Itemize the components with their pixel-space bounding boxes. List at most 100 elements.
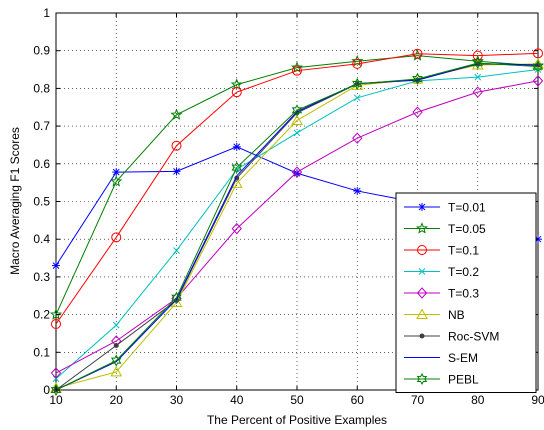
data-point [532, 60, 544, 73]
legend-marker [416, 308, 428, 319]
x-tick-label: 40 [230, 393, 244, 407]
legend-item: T=0.05 [404, 222, 486, 236]
data-point [112, 168, 121, 177]
axis-ticks: 0 0.1 0.2 0.3 0.4 0.5 0.6 0.7 0.8 0.9 1 10 20 30 40 50 6… [33, 6, 544, 407]
legend-marker [418, 268, 426, 275]
series-line [55, 62, 539, 391]
data-point [291, 104, 303, 117]
data-point [412, 48, 423, 59]
legend-label: Roc-SVM [448, 330, 499, 344]
y-tick-label: 0 [43, 383, 50, 397]
data-point [50, 383, 62, 397]
legend-item: NB [404, 308, 465, 322]
data-point [172, 167, 181, 176]
legend-item: Roc-SVM [404, 330, 499, 344]
marker-stroke [233, 143, 241, 151]
data-point [231, 161, 242, 174]
series-s-em [55, 63, 539, 391]
data-point [412, 72, 423, 86]
data-point [231, 222, 242, 235]
y-axis-label: Macro Averaging F1 Scores [8, 127, 22, 275]
legend-item: T=0.3 [404, 287, 479, 301]
legend-label: T=0.2 [448, 265, 479, 279]
data-point [230, 78, 243, 90]
legend-marker [415, 222, 429, 234]
y-tick-label: 0.4 [33, 232, 50, 246]
y-tick-label: 0.7 [33, 119, 50, 133]
y-tick-label: 0.2 [33, 308, 50, 322]
legend-label: T=0.1 [448, 244, 479, 258]
legend-marker [418, 203, 426, 211]
x-tick-label: 60 [351, 393, 365, 407]
data-point [110, 175, 123, 187]
legend-marker [416, 372, 428, 386]
data-point [170, 108, 183, 120]
data-point [291, 166, 303, 178]
x-tick-label: 10 [49, 393, 63, 407]
y-tick-label: 0.3 [33, 270, 50, 284]
legend-item: T=0.2 [404, 265, 479, 279]
data-point [232, 142, 241, 151]
y-tick-label: 0.5 [33, 195, 50, 209]
data-point [352, 132, 363, 144]
y-tick-label: 0.8 [33, 81, 50, 95]
data-point [352, 77, 363, 90]
data-point [173, 247, 180, 254]
series-line [55, 63, 539, 391]
data-point [292, 65, 302, 76]
data-point [111, 354, 122, 367]
marker-stroke [418, 268, 426, 275]
y-tick-label: 0.6 [33, 157, 50, 171]
series-line [55, 52, 539, 325]
y-tick-label: 0.9 [33, 44, 50, 58]
data-point [352, 58, 363, 69]
data-point [472, 57, 483, 70]
x-tick-label: 20 [110, 393, 124, 407]
data-point [533, 48, 543, 59]
data-point [532, 75, 544, 87]
series-pebl [50, 57, 544, 397]
data-point [110, 365, 123, 377]
series-line [55, 80, 539, 374]
marker-stroke [474, 73, 482, 81]
marker-stroke [173, 167, 180, 175]
data-point [171, 140, 182, 151]
legend-item: PEBL [404, 373, 479, 387]
x-tick-label: 90 [531, 393, 544, 407]
legend-marker [416, 287, 428, 299]
legend-label: S-EM [448, 351, 478, 365]
data-point [412, 106, 423, 118]
data-point [49, 308, 63, 320]
data-point [50, 367, 62, 379]
data-point [51, 319, 61, 330]
x-tick-label: 70 [411, 393, 425, 407]
x-tick-label: 30 [170, 393, 184, 407]
data-point [353, 186, 362, 195]
marker-stroke [353, 94, 361, 102]
legend-marker [419, 333, 425, 339]
legend-item: S-EM [404, 351, 478, 365]
x-axis-label: The Percent of Positive Examples [207, 413, 387, 427]
marker-stroke [353, 187, 361, 195]
data-point [111, 232, 122, 243]
data-point [353, 94, 361, 102]
legend-item: T=0.1 [404, 244, 479, 258]
legend-label: T=0.05 [448, 222, 486, 236]
data-point [52, 261, 60, 270]
legend-label: PEBL [448, 373, 479, 387]
legend-marker [417, 245, 427, 255]
y-tick-label: 0.1 [33, 345, 50, 359]
y-tick-label: 1 [43, 6, 50, 20]
data-point [474, 73, 482, 81]
legend-item: T=0.01 [404, 201, 486, 215]
legend: T=0.01 T=0.05 T=0.1 T=0.2 T=0.3 NB Roc-SVM S-EM… [395, 192, 537, 393]
x-tick-label: 50 [290, 393, 304, 407]
data-point [290, 61, 304, 73]
legend-label: T=0.3 [448, 287, 479, 301]
data-point [291, 114, 303, 125]
marker-stroke [52, 262, 60, 269]
marker-stroke [112, 168, 120, 176]
data-point [112, 321, 120, 329]
marker-stroke [418, 203, 426, 211]
